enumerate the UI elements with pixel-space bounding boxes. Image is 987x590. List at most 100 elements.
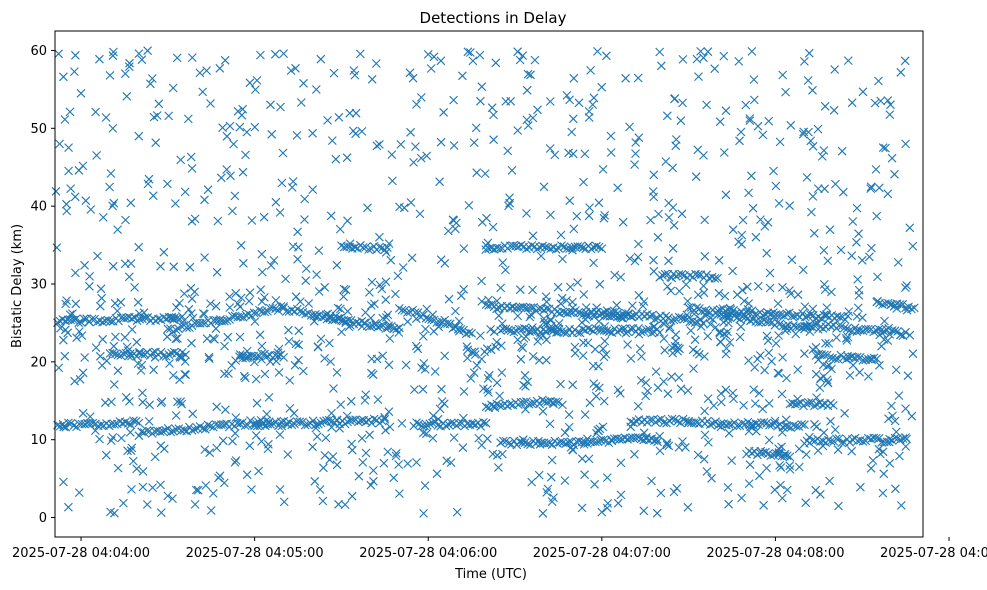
data-point <box>251 374 261 384</box>
data-point <box>260 421 270 431</box>
data-point <box>231 456 241 465</box>
data-point <box>853 303 863 313</box>
data-point <box>290 360 300 370</box>
x-tick-label: 2025-07-28 04:05:00 <box>186 546 324 561</box>
data-point <box>386 255 396 265</box>
data-point <box>518 343 528 353</box>
data-point <box>616 458 626 468</box>
data-point <box>138 482 148 492</box>
data-point <box>393 271 403 281</box>
data-point <box>203 185 213 195</box>
data-point <box>598 165 608 174</box>
data-point <box>421 324 430 334</box>
data-point <box>120 69 130 79</box>
data-point <box>558 254 567 264</box>
data-point <box>346 316 356 325</box>
data-point <box>557 327 566 336</box>
data-point <box>604 327 614 337</box>
data-point <box>669 487 679 497</box>
data-point <box>628 301 637 310</box>
data-point <box>332 368 342 377</box>
data-point <box>623 434 632 444</box>
data-point <box>783 422 793 432</box>
data-point <box>206 422 215 431</box>
data-point <box>885 110 895 119</box>
data-point <box>495 391 504 401</box>
data-point <box>639 297 649 306</box>
data-point <box>707 272 717 282</box>
data-point <box>648 310 657 320</box>
data-point <box>492 378 502 388</box>
data-point <box>702 270 711 280</box>
data-point <box>125 427 135 437</box>
data-point <box>65 107 75 117</box>
data-point <box>294 340 304 350</box>
data-point <box>331 154 341 164</box>
data-point <box>61 422 71 432</box>
data-point <box>633 252 643 262</box>
data-point <box>124 62 134 72</box>
data-point <box>655 446 665 456</box>
data-point <box>75 374 85 384</box>
data-point <box>180 370 190 379</box>
data-point <box>281 274 290 284</box>
data-point <box>308 442 317 452</box>
data-point <box>751 232 761 242</box>
data-point <box>125 397 134 406</box>
data-point <box>721 385 731 395</box>
data-point <box>580 149 590 159</box>
data-point <box>361 448 371 458</box>
data-point <box>77 331 87 340</box>
data-point <box>267 129 277 139</box>
data-point <box>257 349 267 358</box>
data-point <box>716 389 726 398</box>
data-point <box>497 341 506 350</box>
data-point <box>895 300 905 309</box>
data-point <box>800 302 810 311</box>
x-axis-label: Time (UTC) <box>454 567 527 582</box>
data-point <box>329 384 338 393</box>
data-point <box>266 100 275 110</box>
data-point <box>898 299 908 309</box>
data-point <box>221 405 230 415</box>
data-point <box>778 353 787 362</box>
data-point <box>483 374 493 383</box>
data-point <box>74 318 84 328</box>
data-point <box>230 191 240 201</box>
data-point <box>610 270 620 280</box>
data-point <box>535 399 545 409</box>
data-point <box>819 146 829 155</box>
data-point <box>452 507 462 517</box>
data-point <box>347 491 357 501</box>
data-point <box>132 316 142 326</box>
data-point <box>225 121 235 131</box>
data-point <box>852 312 862 321</box>
data-point <box>513 311 523 321</box>
data-point <box>661 311 671 321</box>
data-point <box>838 187 848 197</box>
data-point <box>561 439 571 449</box>
data-point <box>435 404 445 414</box>
data-point <box>314 419 323 429</box>
data-point <box>357 316 367 326</box>
data-point <box>106 436 116 445</box>
data-point <box>703 307 712 317</box>
data-point <box>809 228 819 238</box>
data-point <box>573 278 582 287</box>
data-point <box>71 314 81 324</box>
data-point <box>108 261 118 271</box>
data-point <box>542 439 552 448</box>
data-point <box>422 429 431 439</box>
data-point <box>245 288 255 298</box>
data-point <box>721 106 731 116</box>
data-point <box>528 113 538 123</box>
data-point <box>696 314 705 324</box>
data-point <box>55 139 64 149</box>
data-point <box>613 498 623 508</box>
data-point <box>222 165 232 174</box>
data-point <box>176 321 186 331</box>
data-point <box>802 173 812 182</box>
data-point <box>109 380 119 389</box>
data-point <box>213 216 223 226</box>
data-point <box>807 207 816 217</box>
